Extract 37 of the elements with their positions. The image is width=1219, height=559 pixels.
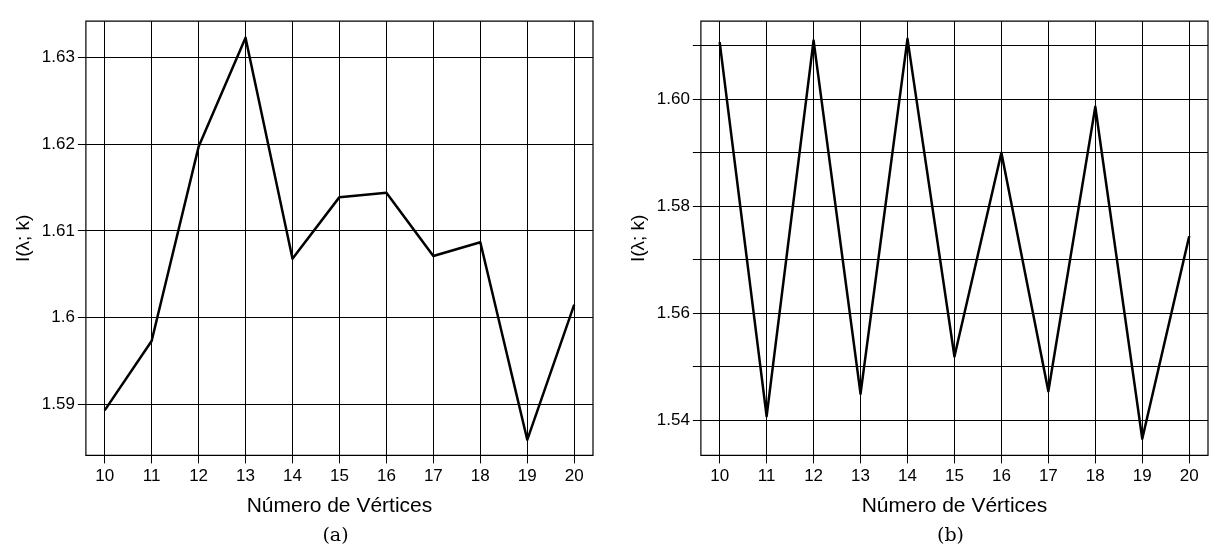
x-axis-title: Número de Vértices [246,493,433,517]
x-tick-label: 17 [423,466,443,486]
y-tick-label: 1.58 [656,195,690,215]
y-tick-label: 1.59 [41,393,75,413]
x-tick-label: 13 [236,466,255,486]
x-tick-label: 20 [564,466,584,486]
y-tick-label: 1.60 [656,88,690,108]
x-tick-label: 14 [898,466,917,486]
y-tick-label: 1.54 [656,409,690,429]
x-tick-label: 11 [142,466,161,486]
y-tick-label: 1.56 [656,302,690,322]
x-tick-label: 16 [991,466,1011,486]
x-tick-label: 13 [851,466,870,486]
y-tick-label: 1.6 [51,307,75,327]
text: (b) [936,523,965,545]
x-tick-label: 12 [189,466,209,486]
x-axis-title: Número de Vértices [861,493,1048,517]
x-tick-label: 18 [1085,466,1105,486]
text: (a) [321,523,350,545]
x-tick-label: 10 [710,466,730,486]
y-axis-title: I(λ; k) [626,214,648,263]
y-tick-label: 1.63 [41,47,75,67]
x-tick-label: 17 [1038,466,1058,486]
x-tick-label: 19 [517,466,537,486]
x-tick-label: 14 [283,466,302,486]
y-tick-label: 1.62 [41,133,75,153]
x-tick-label: 20 [1179,466,1199,486]
x-tick-label: 12 [804,466,824,486]
x-tick-label: 15 [944,466,964,486]
x-tick-label: 18 [470,466,490,486]
x-tick-label: 16 [376,466,396,486]
y-axis-title: I(λ; k) [11,214,33,263]
x-tick-label: 15 [329,466,349,486]
x-tick-label: 19 [1132,466,1152,486]
x-tick-label: 11 [757,466,776,486]
y-tick-label: 1.61 [41,220,75,240]
x-tick-label: 10 [95,466,115,486]
